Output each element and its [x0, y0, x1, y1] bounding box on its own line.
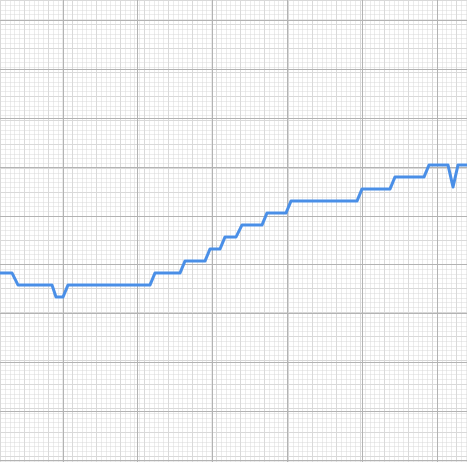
chart-area: [0, 0, 467, 462]
line-chart: [0, 0, 467, 462]
